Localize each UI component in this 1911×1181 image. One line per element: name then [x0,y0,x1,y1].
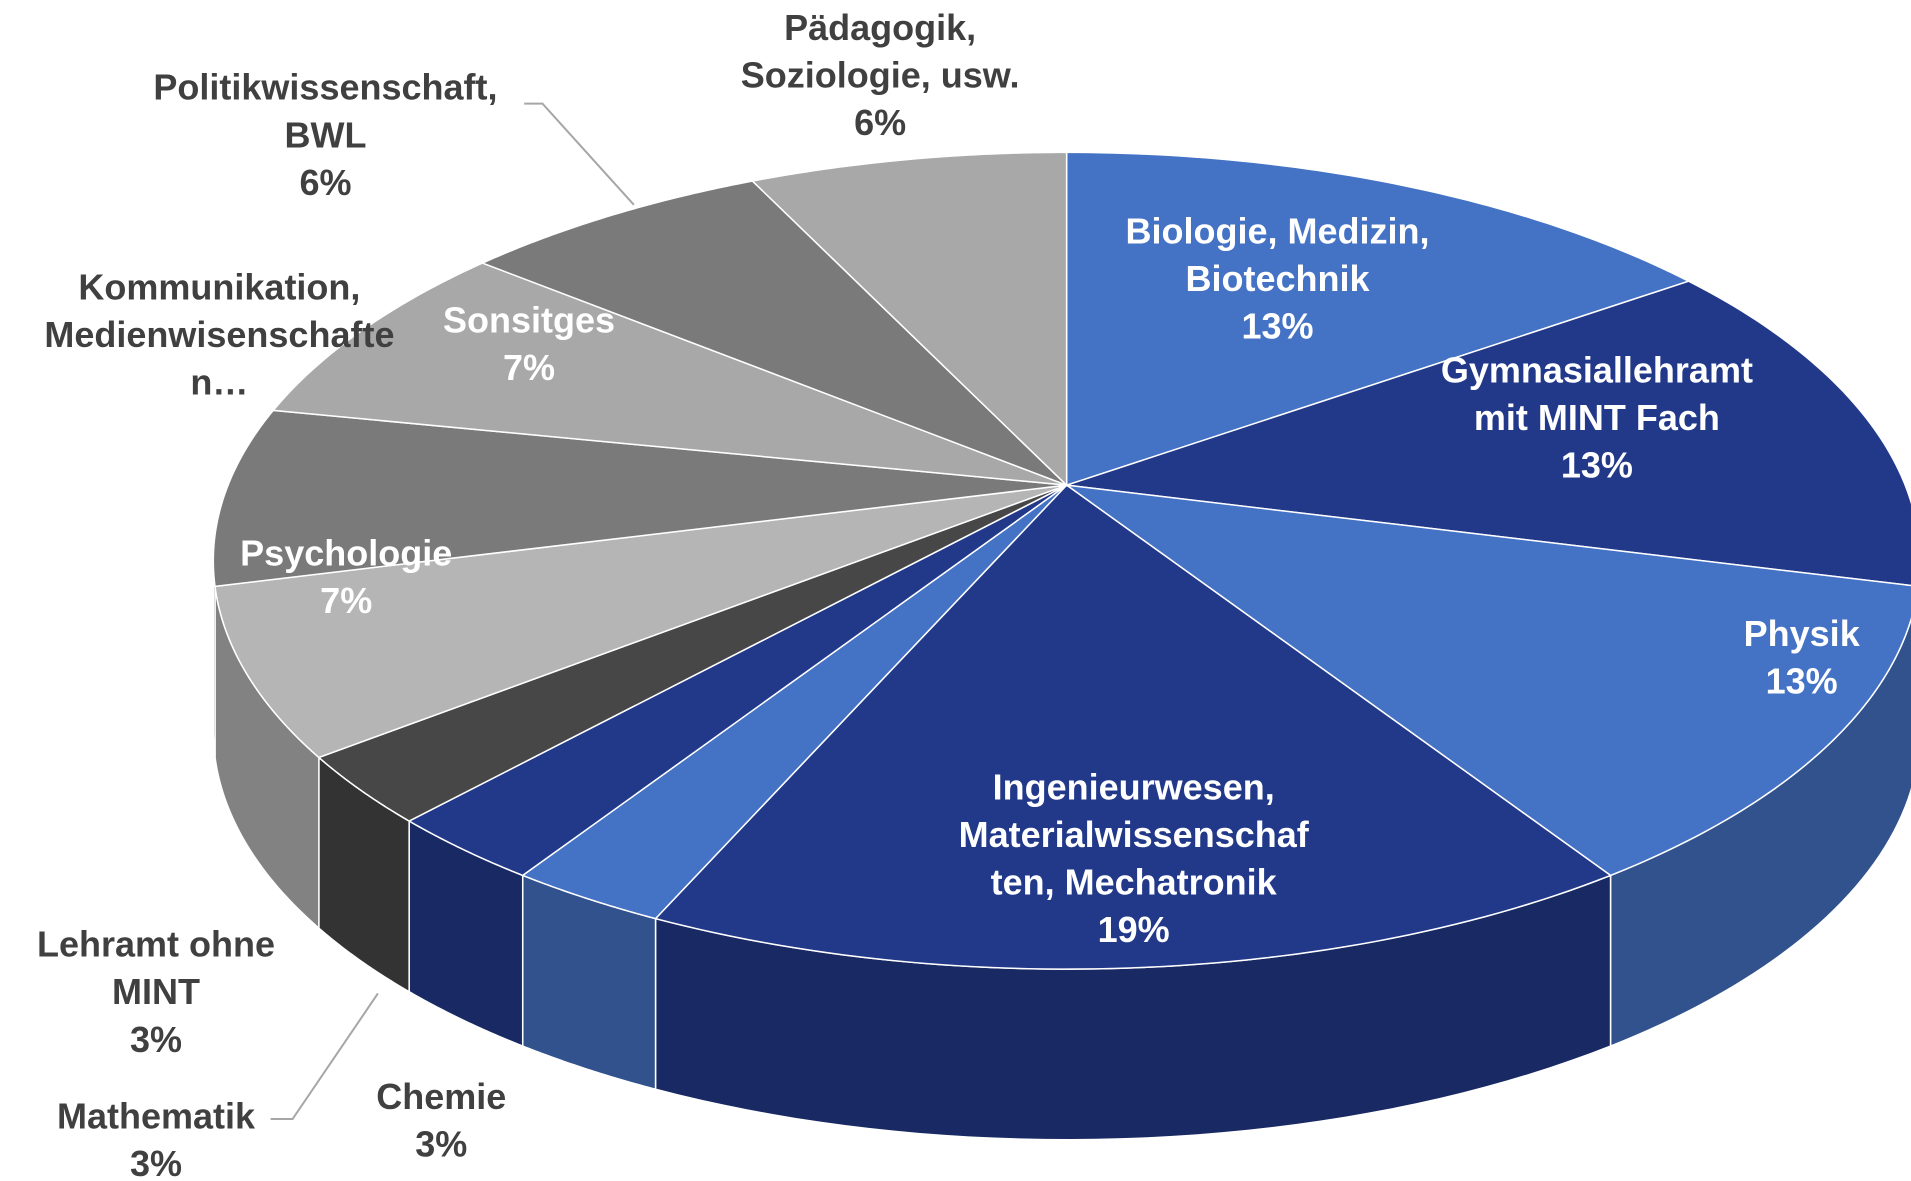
slice-label: BWL [284,114,366,155]
slice [480,180,1068,486]
slice [1066,280,1911,587]
value-label: 7% [503,347,555,388]
slice-label: Ingenieurwesen, [993,766,1275,807]
slice [271,262,1067,486]
slice [654,484,1613,970]
slice-label: Physik [1744,613,1861,654]
value-label: 7% [320,580,372,621]
slice-label: n… [190,362,248,403]
value-label: 6% [299,162,351,203]
leader-line [524,102,635,206]
slice-label: MINT [112,971,200,1012]
slice-label: Politikwissenschaft, [153,67,497,108]
slice [521,484,1068,920]
slice-label: Gymnasiallehramt [1441,350,1753,391]
slice-label: Pädagogik, [784,7,976,48]
slice-label: Medienwisenschafte [44,314,394,355]
value-label: 19% [1098,909,1170,950]
value-label: 3% [130,1143,182,1181]
slice-label: Biologie, Medizin, [1126,211,1430,252]
slice-label: Soziologie, usw. [741,55,1020,96]
leader-line [270,992,379,1121]
slice-label: Kommunikation, [78,267,360,308]
slice-label: Psychologie [240,532,452,573]
slice-label: Sonsitges [443,300,615,341]
slice [1066,484,1911,877]
slice-label: Chemie [376,1076,506,1117]
value-label: 3% [415,1124,467,1165]
slice-label: mit MINT Fach [1474,397,1720,438]
slice-label: Materialwissenschaf [959,814,1310,855]
slice-label: ten, Mechatronik [991,862,1278,903]
slice-label: Lehramt ohne [37,924,275,965]
value-label: 13% [1241,306,1313,347]
value-label: 13% [1766,660,1838,701]
slice [407,484,1068,877]
slice-side [212,560,216,758]
slice-label: Biotechnik [1185,258,1370,299]
slice [1065,151,1691,487]
value-label: 6% [854,102,906,143]
value-label: 3% [130,1019,182,1060]
value-label: 13% [1561,445,1633,486]
slice-label: Mathematik [57,1096,256,1137]
slice [750,151,1068,487]
slice [317,484,1067,822]
slice [212,409,1067,588]
slice [214,484,1067,759]
